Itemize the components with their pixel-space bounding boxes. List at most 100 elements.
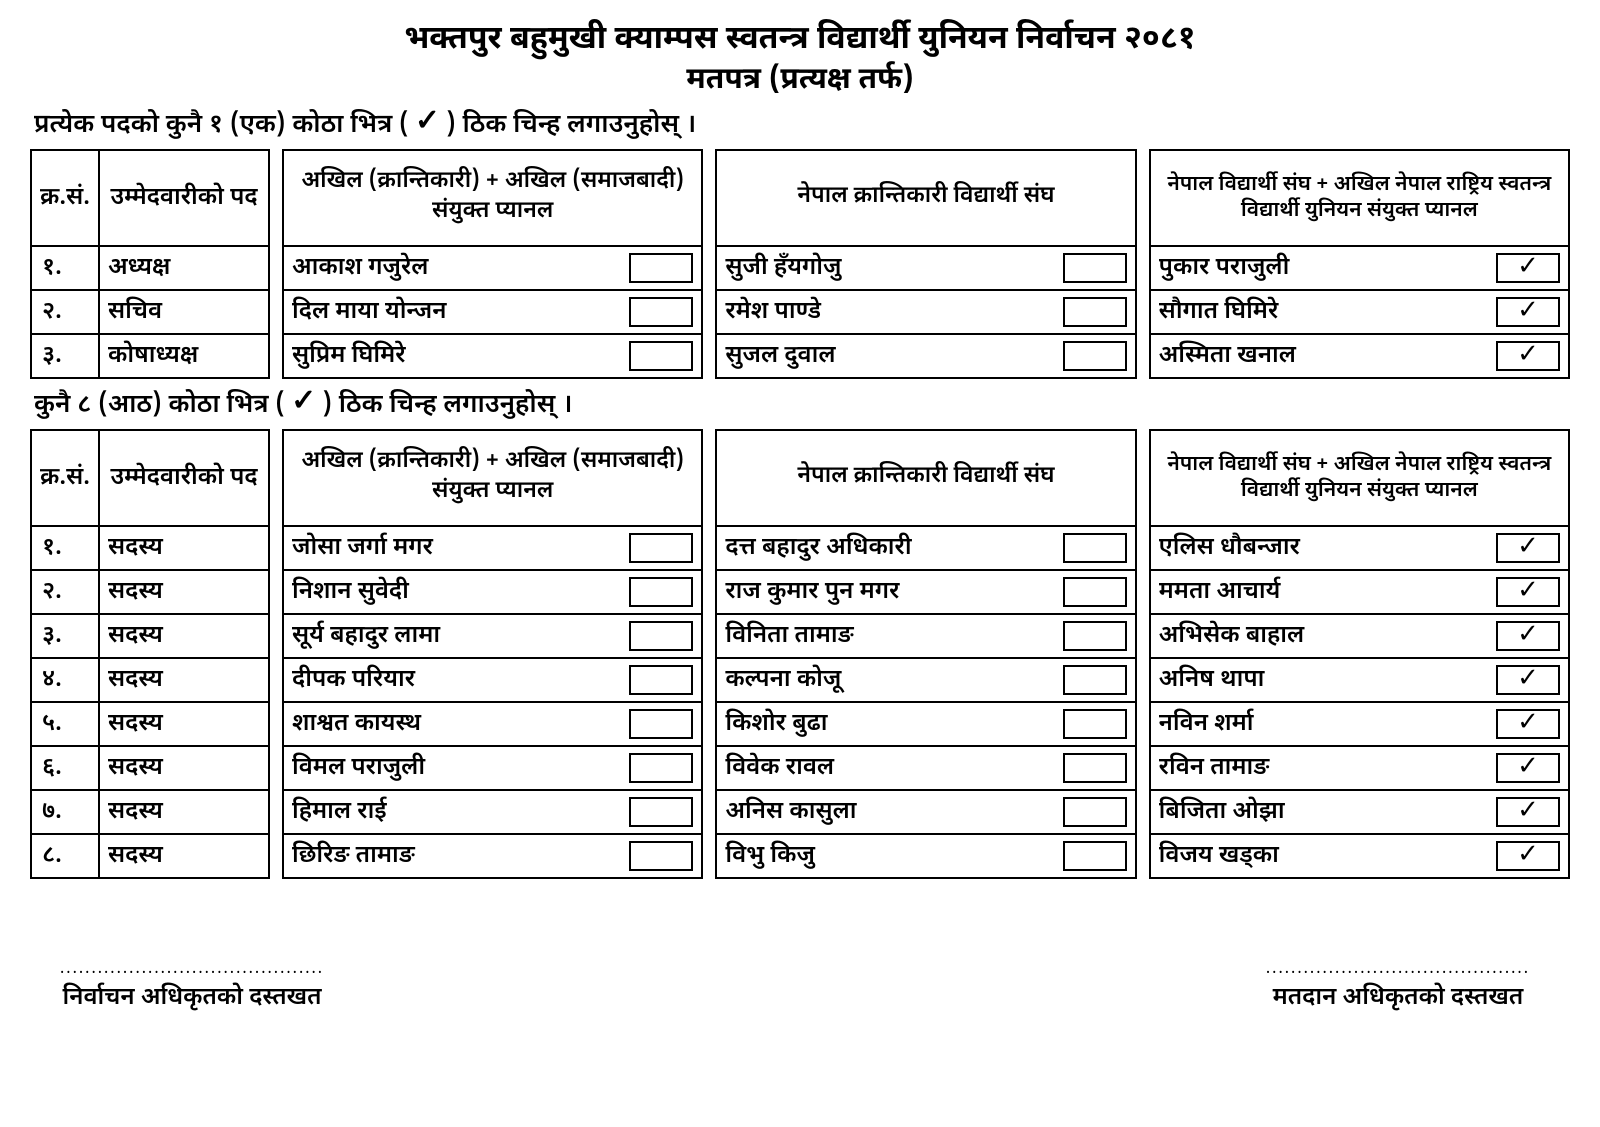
- candidate-name: विजय खड्का: [1159, 840, 1490, 872]
- candidate-row: विवेक रावल: [717, 745, 1134, 789]
- vote-checkbox[interactable]: [629, 665, 693, 695]
- candidate-name: सूर्य बहादुर लामा: [292, 620, 623, 652]
- candidate-name: दत्त बहादुर अधिकारी: [725, 532, 1056, 564]
- vote-checkbox[interactable]: ✓: [1496, 533, 1560, 563]
- cell-sn: २.: [32, 291, 100, 333]
- vote-checkbox[interactable]: [629, 253, 693, 283]
- candidate-row: दिल माया योन्जन: [284, 289, 701, 333]
- cell-sn: ३.: [32, 615, 100, 657]
- candidate-row: पुकार पराजुली✓: [1151, 245, 1568, 289]
- candidate-row: छिरिङ तामाङ: [284, 833, 701, 877]
- vote-checkbox[interactable]: [629, 753, 693, 783]
- vote-checkbox[interactable]: ✓: [1496, 341, 1560, 371]
- vote-checkbox[interactable]: ✓: [1496, 753, 1560, 783]
- vote-checkbox[interactable]: ✓: [1496, 797, 1560, 827]
- candidate-row: आकाश गजुरेल: [284, 245, 701, 289]
- candidate-name: आकाश गजुरेल: [292, 252, 623, 284]
- candidate-row: बिजिता ओझा✓: [1151, 789, 1568, 833]
- vote-checkbox[interactable]: [1063, 533, 1127, 563]
- table-row: २.सचिव: [32, 289, 268, 333]
- candidate-name: पुकार पराजुली: [1159, 252, 1490, 284]
- vote-checkbox[interactable]: [629, 341, 693, 371]
- candidate-row: किशोर बुढा: [717, 701, 1134, 745]
- cell-sn: ६.: [32, 747, 100, 789]
- vote-checkbox[interactable]: [629, 533, 693, 563]
- candidate-row: रविन तामाङ✓: [1151, 745, 1568, 789]
- candidate-row: विजय खड्का✓: [1151, 833, 1568, 877]
- candidate-name: दिल माया योन्जन: [292, 296, 623, 328]
- table-row: १.अध्यक्ष: [32, 245, 268, 289]
- vote-checkbox[interactable]: [629, 797, 693, 827]
- vote-checkbox[interactable]: [1063, 665, 1127, 695]
- candidate-name: सुजल दुवाल: [725, 340, 1056, 372]
- cell-position: सचिव: [100, 291, 268, 333]
- check-icon: ✓: [291, 389, 316, 419]
- candidate-name: नविन शर्मा: [1159, 708, 1490, 740]
- cell-position: सदस्य: [100, 747, 268, 789]
- candidate-name: बिजिता ओझा: [1159, 796, 1490, 828]
- vote-checkbox[interactable]: [629, 577, 693, 607]
- vote-checkbox[interactable]: [1063, 341, 1127, 371]
- signature-polling-officer: ........................................…: [1266, 959, 1530, 1014]
- candidate-name: रविन तामाङ: [1159, 752, 1490, 784]
- candidate-row: अनिस कासुला: [717, 789, 1134, 833]
- vote-checkbox[interactable]: ✓: [1496, 297, 1560, 327]
- candidate-row: अस्मिता खनाल✓: [1151, 333, 1568, 377]
- vote-checkbox[interactable]: ✓: [1496, 841, 1560, 871]
- header-sn: क्र.सं.: [32, 151, 100, 245]
- candidate-name: एलिस धौबन्जार: [1159, 532, 1490, 564]
- candidate-name: अनिस कासुला: [725, 796, 1056, 828]
- candidate-name: दीपक परियार: [292, 664, 623, 696]
- vote-checkbox[interactable]: [1063, 253, 1127, 283]
- instruction-1: प्रत्येक पदको कुनै १ (एक) कोठा भित्र ( ✓…: [34, 109, 1570, 143]
- ballot-title: भक्तपुर बहुमुखी क्याम्पस स्वतन्त्र विद्य…: [30, 20, 1570, 62]
- candidate-row: कल्पना कोजू: [717, 657, 1134, 701]
- candidate-row: अनिष थापा✓: [1151, 657, 1568, 701]
- signature-election-officer: ........................................…: [60, 959, 324, 1014]
- candidate-name: विनिता तामाङ: [725, 620, 1056, 652]
- vote-checkbox[interactable]: [1063, 797, 1127, 827]
- vote-checkbox[interactable]: [629, 709, 693, 739]
- candidate-row: नविन शर्मा✓: [1151, 701, 1568, 745]
- candidate-row: विभु किजु: [717, 833, 1134, 877]
- candidate-row: सुप्रिम घिमिरे: [284, 333, 701, 377]
- candidate-row: ममता आचार्य✓: [1151, 569, 1568, 613]
- candidate-name: जोसा जर्गा मगर: [292, 532, 623, 564]
- vote-checkbox[interactable]: [629, 841, 693, 871]
- candidate-row: विनिता तामाङ: [717, 613, 1134, 657]
- candidate-name: सुजी हँयगोजु: [725, 252, 1056, 284]
- cell-position: सदस्य: [100, 703, 268, 745]
- candidate-name: शाश्वत कायस्थ: [292, 708, 623, 740]
- candidate-row: अभिसेक बाहाल✓: [1151, 613, 1568, 657]
- vote-checkbox[interactable]: [629, 297, 693, 327]
- vote-checkbox[interactable]: ✓: [1496, 709, 1560, 739]
- table-row: २.सदस्य: [32, 569, 268, 613]
- vote-checkbox[interactable]: [1063, 577, 1127, 607]
- candidate-row: शाश्वत कायस्थ: [284, 701, 701, 745]
- cell-sn: ५.: [32, 703, 100, 745]
- vote-checkbox[interactable]: [629, 621, 693, 651]
- candidate-name: कल्पना कोजू: [725, 664, 1056, 696]
- vote-checkbox[interactable]: ✓: [1496, 665, 1560, 695]
- cell-position: कोषाध्यक्ष: [100, 335, 268, 377]
- vote-checkbox[interactable]: [1063, 753, 1127, 783]
- cell-sn: ८.: [32, 835, 100, 877]
- vote-checkbox[interactable]: [1063, 621, 1127, 651]
- vote-checkbox[interactable]: [1063, 297, 1127, 327]
- cell-position: सदस्य: [100, 835, 268, 877]
- candidate-name: सौगात घिमिरे: [1159, 296, 1490, 328]
- candidate-name: सुप्रिम घिमिरे: [292, 340, 623, 372]
- vote-checkbox[interactable]: [1063, 841, 1127, 871]
- cell-position: सदस्य: [100, 571, 268, 613]
- cell-sn: ३.: [32, 335, 100, 377]
- candidate-row: सूर्य बहादुर लामा: [284, 613, 701, 657]
- candidate-name: अभिसेक बाहाल: [1159, 620, 1490, 652]
- vote-checkbox[interactable]: ✓: [1496, 577, 1560, 607]
- section-2: क्र.सं. उम्मेदवारीको पद १.सदस्य२.सदस्य३.…: [30, 429, 1570, 879]
- cell-position: सदस्य: [100, 615, 268, 657]
- vote-checkbox[interactable]: [1063, 709, 1127, 739]
- vote-checkbox[interactable]: ✓: [1496, 253, 1560, 283]
- vote-checkbox[interactable]: ✓: [1496, 621, 1560, 651]
- header-position: उम्मेदवारीको पद: [100, 151, 268, 245]
- candidate-name: छिरिङ तामाङ: [292, 840, 623, 872]
